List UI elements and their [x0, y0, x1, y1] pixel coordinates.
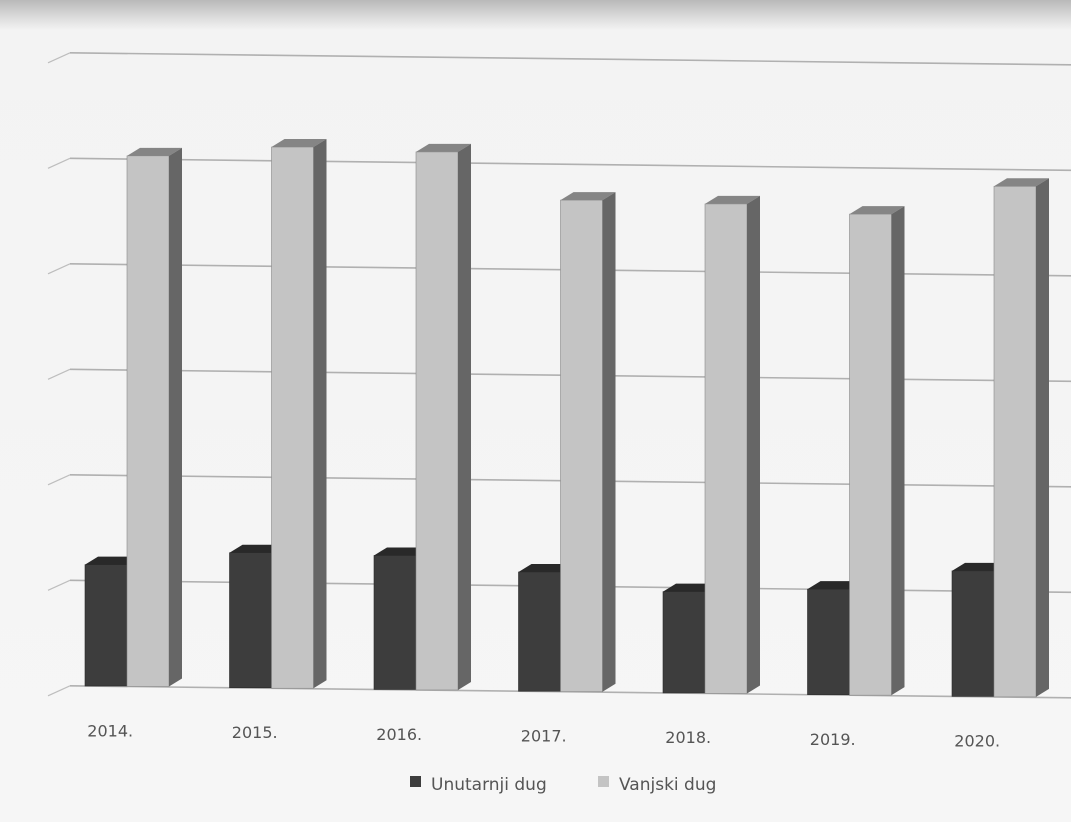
bar-vanjski-dug-2018 [705, 196, 760, 694]
bar-front [519, 572, 561, 691]
gridline-side [48, 580, 70, 590]
bar-side [458, 144, 471, 690]
bar-front [374, 555, 416, 689]
gridline-side [48, 158, 70, 168]
gridline-side [48, 686, 70, 696]
bar-front [416, 152, 458, 690]
gridline-side [48, 475, 70, 485]
bar-vanjski-dug-2014 [127, 148, 182, 687]
bar-vanjski-dug-2017 [561, 192, 616, 692]
x-tick-label: 2018. [665, 728, 711, 747]
legend-swatch-unutarnji-dug [410, 776, 421, 787]
bar-front [705, 204, 747, 694]
gridline-side [48, 53, 70, 63]
x-axis-tick-labels: 2014. 2015. 2016. 2017. 2018. 2019. 2020. [87, 721, 1000, 750]
bar-side [169, 148, 182, 687]
bar-vanjski-dug-2019 [850, 206, 905, 695]
x-tick-label: 2017. [521, 727, 567, 746]
bar-front [808, 589, 850, 695]
bar-side [1036, 178, 1049, 697]
bar-front [230, 553, 272, 688]
x-tick-label: 2019. [810, 730, 856, 749]
gridline [70, 53, 1071, 65]
bar-vanjski-dug-2015 [272, 139, 327, 688]
bar-vanjski-dug-2016 [416, 144, 471, 690]
gridline-side [48, 264, 70, 274]
legend-label-unutarnji-dug: Unutarnji dug [431, 775, 547, 795]
x-tick-label: 2015. [232, 723, 278, 742]
x-tick-label: 2014. [87, 721, 133, 740]
bar-front [561, 200, 603, 692]
bar-side [314, 139, 327, 688]
bar-side [892, 206, 905, 695]
gridline-side [48, 369, 70, 379]
bar-front [272, 147, 314, 688]
legend-label-vanjski-dug: Vanjski dug [619, 775, 716, 795]
bar-front [127, 156, 169, 687]
gridline [70, 158, 1071, 170]
legend: Unutarnji dug Vanjski dug [410, 775, 716, 795]
bar-side [747, 196, 760, 694]
bar-vanjski-dug-2020 [994, 178, 1049, 697]
x-tick-label: 2016. [376, 725, 422, 744]
bar-front [850, 214, 892, 695]
legend-swatch-vanjski-dug [598, 776, 609, 787]
bar-side [603, 192, 616, 692]
bars [85, 139, 1049, 697]
x-tick-label: 2020. [954, 732, 1000, 751]
bar-front [663, 592, 705, 693]
bar-front [952, 571, 994, 697]
bar-front [85, 565, 127, 686]
bar-front [994, 186, 1036, 697]
